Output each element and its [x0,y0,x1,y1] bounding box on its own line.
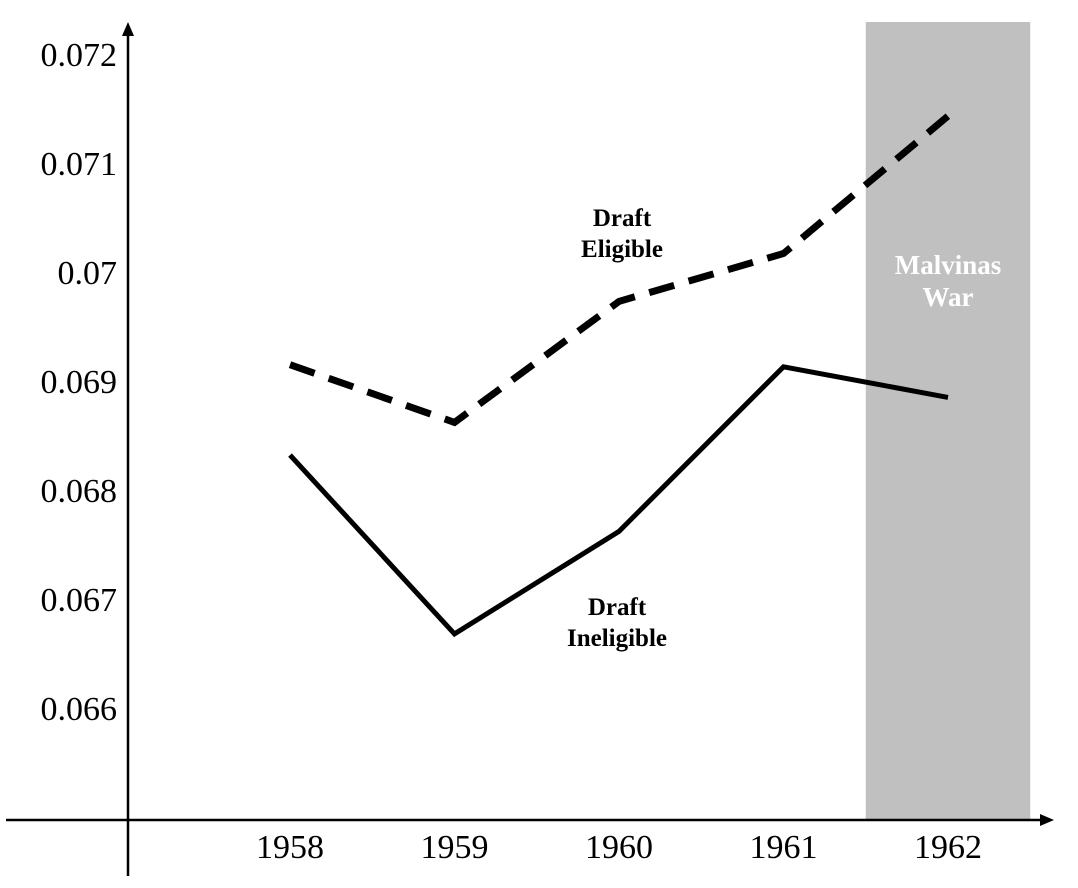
y-tick-label: 0.072 [41,37,118,74]
draft-ineligible-label: Ineligible [567,625,667,652]
x-tick-label: 1962 [914,829,982,866]
tick-labels: 0.066 0.067 0.068 0.069 0.07 0.071 0.072 1958 19… [41,37,983,866]
y-tick-label: 0.067 [41,582,118,619]
x-tick-label: 1960 [585,829,653,866]
y-tick-label: 0.066 [41,691,118,728]
shaded-region-label-line: Malvinas [895,250,1002,280]
series-lines [288,113,951,638]
malvinas-war-shaded-band [865,22,1031,820]
y-tick-label: 0.071 [41,146,118,183]
draft-eligible-label: Eligible [581,236,663,263]
draft-eligible-label: Draft [593,205,652,232]
shaded-region-label-line: War [923,282,974,312]
y-tick-label: 0.068 [41,473,118,510]
y-tick-label: 0.07 [58,255,118,292]
draft-ineligible-label: Draft [588,594,647,621]
series-labels: Draft Eligible Draft Ineligible [567,205,667,652]
y-tick-label: 0.069 [41,364,118,401]
x-axis-arrow-icon [1040,814,1054,826]
y-axis-arrow-icon [122,22,134,36]
x-tick-label: 1961 [750,829,818,866]
axes [6,22,1054,876]
x-tick-label: 1959 [421,829,489,866]
x-tick-label: 1958 [256,829,324,866]
draft-eligible-line [288,113,951,427]
